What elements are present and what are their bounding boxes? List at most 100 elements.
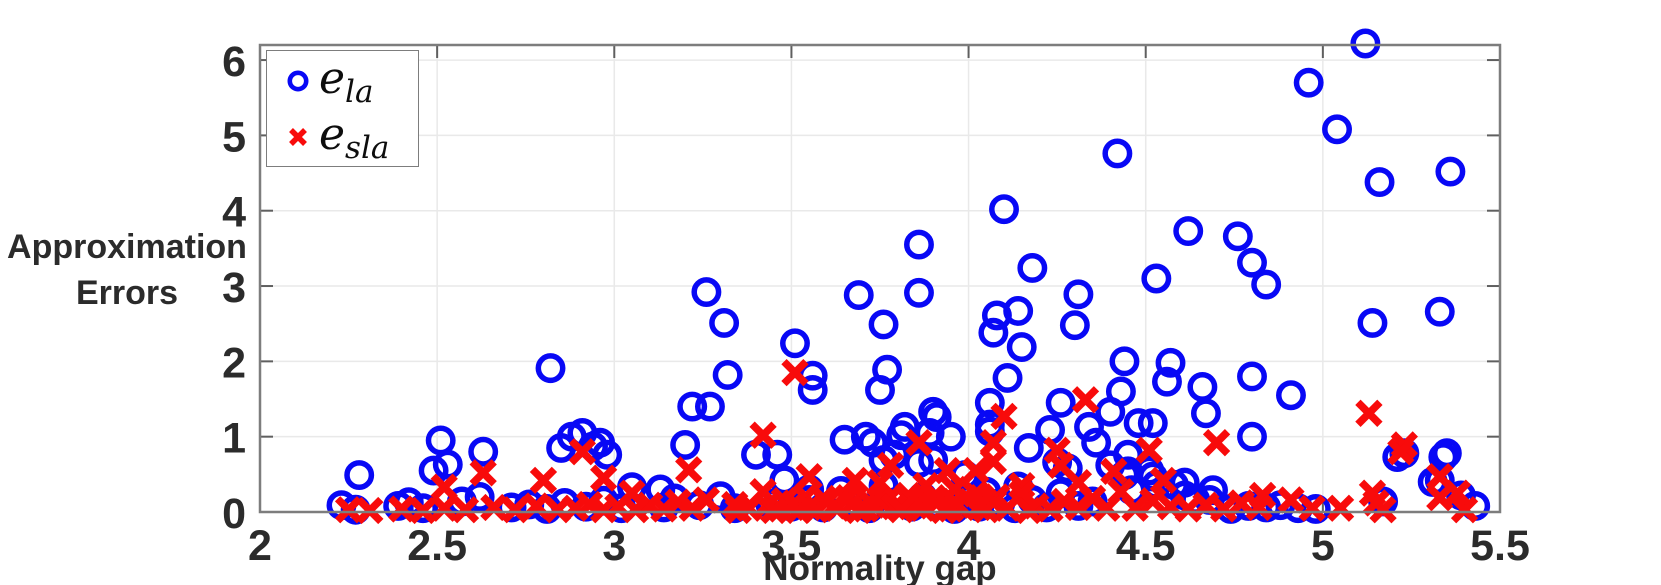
x-glyph — [289, 127, 307, 146]
data-point-e_la — [418, 455, 449, 486]
data-point-e_la — [904, 229, 934, 260]
data-point-e_sla — [1369, 496, 1397, 524]
data-point-e_la — [1095, 396, 1126, 427]
x-tick-label: 5.5 — [1470, 522, 1530, 570]
data-point-e_la — [921, 402, 952, 433]
data-point-e_la — [1045, 387, 1076, 418]
data-point-e_la — [780, 328, 810, 359]
data-point-e_sla — [908, 494, 937, 522]
y-axis-label-line2: Errors — [75, 274, 179, 312]
y-tick-label: 3 — [222, 264, 246, 312]
data-point-e_sla — [1015, 496, 1043, 525]
axis-box — [258, 43, 1502, 514]
data-point-e_la — [464, 481, 495, 512]
data-point-e_sla — [1227, 489, 1256, 517]
data-point-e_sla — [543, 496, 572, 524]
data-point-e_la — [1237, 361, 1267, 392]
data-point-e_sla — [501, 496, 529, 524]
data-point-e_sla — [1064, 493, 1093, 522]
data-point-e_la — [496, 492, 527, 523]
data-point-e_la — [868, 309, 899, 340]
data-point-e_sla — [1450, 496, 1479, 524]
data-point-e_sla — [1443, 479, 1472, 507]
data-point-e_la — [1187, 372, 1218, 402]
data-point-e_la — [1013, 433, 1044, 463]
legend-item-esla: esla — [267, 108, 418, 166]
data-point-e_sla — [962, 456, 990, 485]
data-point-e_sla — [905, 429, 933, 457]
data-point-e_sla — [823, 494, 852, 522]
legend-circle — [287, 70, 309, 91]
data-point-e_sla — [388, 495, 416, 523]
legend-label-ela: ela — [319, 52, 374, 110]
data-point-e_la — [468, 436, 499, 467]
data-point-e_sla — [590, 496, 618, 524]
data-point-e_sla — [993, 494, 1022, 522]
data-point-e_sla — [469, 459, 497, 487]
data-point-e_sla — [650, 495, 678, 523]
data-point-e_sla — [1100, 457, 1128, 485]
x-tick-labels: 2 2.5 3 3.5 4 4.5 5 5.5 — [248, 522, 1530, 570]
data-point-e_la — [677, 391, 708, 422]
data-point-e_sla — [356, 496, 384, 525]
data-point-e_sla — [841, 466, 869, 495]
data-point-e_la — [797, 375, 828, 405]
data-point-e_la — [1137, 408, 1168, 439]
data-point-e_sla — [1426, 484, 1454, 512]
data-point-e_sla — [1093, 494, 1121, 522]
data-point-e_sla — [1245, 493, 1273, 522]
gridlines — [260, 45, 1500, 512]
data-point-e_la — [691, 277, 722, 308]
data-point-e_sla — [1135, 436, 1163, 464]
data-point-e_la — [992, 362, 1023, 393]
y-tick-label: 4 — [222, 189, 246, 237]
data-point-e_la — [1109, 346, 1140, 377]
x-tick-label: 2.5 — [407, 522, 467, 570]
y-axis-label-line1: Approximation — [7, 228, 247, 266]
y-tick-label: 2 — [222, 339, 246, 387]
x-axis-label: Normality gap — [763, 549, 997, 585]
data-point-e_la — [425, 425, 456, 456]
data-point-e_sla — [1008, 471, 1036, 500]
data-point-e_sla — [876, 451, 905, 479]
legend-x — [289, 127, 307, 146]
x-tick-label: 4.5 — [1116, 522, 1176, 570]
y-tick-labels: 0 1 2 3 4 5 6 — [222, 38, 246, 538]
data-point-e_sla — [1071, 386, 1100, 414]
data-point-e_sla — [1298, 494, 1326, 522]
data-point-e_la — [1424, 296, 1455, 327]
data-point-e_la — [1357, 307, 1388, 338]
data-point-e_sla — [1149, 466, 1178, 495]
data-point-e_sla — [1121, 494, 1149, 522]
data-point-e_sla — [430, 494, 458, 522]
data-point-e_la — [1141, 263, 1172, 294]
x-tick-label: 4 — [957, 522, 981, 570]
data-point-e_la — [592, 439, 623, 470]
legend-label-esla: esla — [319, 108, 390, 166]
data-point-e_la — [1251, 269, 1282, 300]
data-point-e_la — [432, 449, 463, 480]
data-point-e_sla — [522, 492, 550, 520]
data-point-e_sla — [409, 496, 437, 525]
data-point-e_la — [865, 375, 895, 405]
data-point-e_sla — [781, 359, 809, 387]
data-point-e_sla — [568, 438, 597, 466]
data-point-e_sla — [1036, 495, 1064, 523]
x-tick-label: 3.5 — [762, 522, 822, 570]
data-point-e_la — [1293, 67, 1324, 98]
data-point-e_la — [1350, 28, 1381, 59]
data-point-e_sla — [990, 402, 1018, 430]
data-point-e_sla — [937, 495, 965, 523]
data-point-e_sla — [972, 496, 1000, 524]
data-point-e_sla — [760, 496, 788, 525]
data-point-e_la — [1435, 156, 1466, 187]
data-point-e_sla — [451, 496, 480, 524]
y-tick-label: 5 — [222, 113, 246, 161]
data-point-e_sla — [1277, 486, 1305, 514]
data-point-e_la — [829, 424, 860, 455]
data-point-e_la — [1276, 380, 1306, 411]
data-point-e_la — [978, 317, 1009, 348]
data-point-e_sla — [930, 496, 958, 525]
